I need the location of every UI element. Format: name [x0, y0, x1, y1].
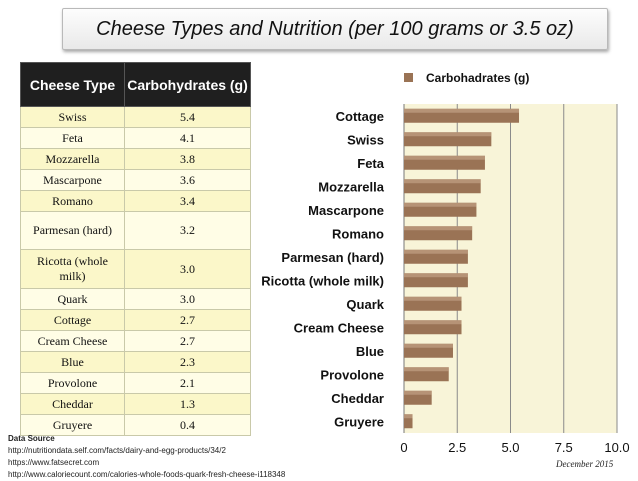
table-header-carbs: Carbohydrates (g)	[124, 62, 251, 107]
source-link[interactable]: https://www.fatsecret.com	[8, 458, 100, 467]
table-row: Cottage 2.7	[20, 309, 251, 331]
table-row: Cheddar 1.3	[20, 393, 251, 415]
bar-highlight	[404, 414, 413, 419]
carbs-value-cell: 2.1	[124, 372, 251, 394]
category-label: Cheddar	[331, 391, 384, 406]
cheese-name-cell: Mascarpone	[20, 169, 125, 191]
legend-swatch	[404, 73, 413, 82]
category-label: Feta	[357, 156, 385, 171]
category-label: Cream Cheese	[294, 320, 384, 335]
x-tick-label: 10.0	[604, 440, 629, 455]
carbs-value-cell: 4.1	[124, 127, 251, 149]
data-sources: Data Source http://nutritiondata.self.co…	[8, 433, 285, 481]
table-row: Swiss 5.4	[20, 106, 251, 128]
carbs-value-cell: 3.8	[124, 148, 251, 170]
page-title: Cheese Types and Nutrition (per 100 gram…	[96, 17, 574, 40]
table-row: Mozzarella 3.8	[20, 148, 251, 170]
bar-highlight	[404, 390, 432, 395]
carbs-value-cell: 3.2	[124, 211, 251, 250]
source-link[interactable]: http://www.caloriecount.com/calories-who…	[8, 470, 286, 479]
table-row: Mascarpone 3.6	[20, 169, 251, 191]
category-label: Romano	[332, 226, 384, 241]
carbs-value-cell: 2.7	[124, 330, 251, 352]
legend-label: Carbohadrates (g)	[426, 71, 529, 85]
table-row: Provolone 2.1	[20, 372, 251, 394]
date-note: December 2015	[556, 459, 614, 469]
x-tick-label: 2.5	[448, 440, 466, 455]
category-label: Parmesan (hard)	[281, 250, 384, 265]
x-tick-label: 5.0	[501, 440, 519, 455]
bar-highlight	[404, 202, 477, 207]
table-row: Ricotta (whole milk) 3.0	[20, 249, 251, 289]
category-label: Blue	[356, 344, 384, 359]
bar-highlight	[404, 155, 485, 160]
category-label: Mascarpone	[308, 203, 384, 218]
cheese-name-cell: Blue	[20, 351, 125, 373]
cheese-name-cell: Cream Cheese	[20, 330, 125, 352]
table-row: Parmesan (hard) 3.2	[20, 211, 251, 250]
cheese-name-cell: Parmesan (hard)	[20, 211, 125, 250]
table-header-type: Cheese Type	[20, 62, 125, 107]
carbs-value-cell: 0.4	[124, 414, 251, 436]
table-row: Feta 4.1	[20, 127, 251, 149]
carbs-value-cell: 3.0	[124, 249, 251, 289]
bar-highlight	[404, 320, 462, 325]
category-label: Swiss	[347, 132, 384, 147]
carbs-value-cell: 2.3	[124, 351, 251, 373]
x-tick-label: 0	[400, 440, 407, 455]
cheese-name-cell: Ricotta (whole milk)	[20, 249, 125, 289]
bar-highlight	[404, 249, 468, 254]
category-label: Mozzarella	[318, 179, 385, 194]
category-label: Gruyere	[334, 414, 384, 429]
carbs-value-cell: 3.6	[124, 169, 251, 191]
title-box: Cheese Types and Nutrition (per 100 gram…	[62, 8, 608, 50]
cheese-name-cell: Quark	[20, 288, 125, 310]
category-label: Quark	[346, 297, 384, 312]
cheese-name-cell: Gruyere	[20, 414, 125, 436]
bar-highlight	[404, 367, 449, 372]
cheese-table: Cheese Type Carbohydrates (g) Swiss 5.4 Fe…	[20, 62, 251, 436]
sources-heading: Data Source	[8, 434, 55, 443]
cheese-name-cell: Swiss	[20, 106, 125, 128]
bar-highlight	[404, 179, 481, 184]
category-label: Ricotta (whole milk)	[261, 273, 384, 288]
category-label: Cottage	[336, 109, 384, 124]
category-label: Provolone	[320, 367, 384, 382]
x-tick-label: 7.5	[555, 440, 573, 455]
source-link[interactable]: http://nutritiondata.self.com/facts/dair…	[8, 446, 226, 455]
bar-highlight	[404, 343, 453, 348]
bar-highlight	[404, 226, 473, 231]
bar-highlight	[404, 296, 462, 301]
bar-highlight	[404, 273, 468, 278]
cheese-name-cell: Cottage	[20, 309, 125, 331]
bar	[404, 414, 413, 429]
bar-highlight	[404, 132, 492, 137]
table-row: Cream Cheese 2.7	[20, 330, 251, 352]
bar-highlight	[404, 108, 520, 113]
carbs-value-cell: 2.7	[124, 309, 251, 331]
table-row: Gruyere 0.4	[20, 414, 251, 436]
cheese-name-cell: Mozzarella	[20, 148, 125, 170]
table-row: Blue 2.3	[20, 351, 251, 373]
carbs-value-cell: 5.4	[124, 106, 251, 128]
carbs-value-cell: 1.3	[124, 393, 251, 415]
